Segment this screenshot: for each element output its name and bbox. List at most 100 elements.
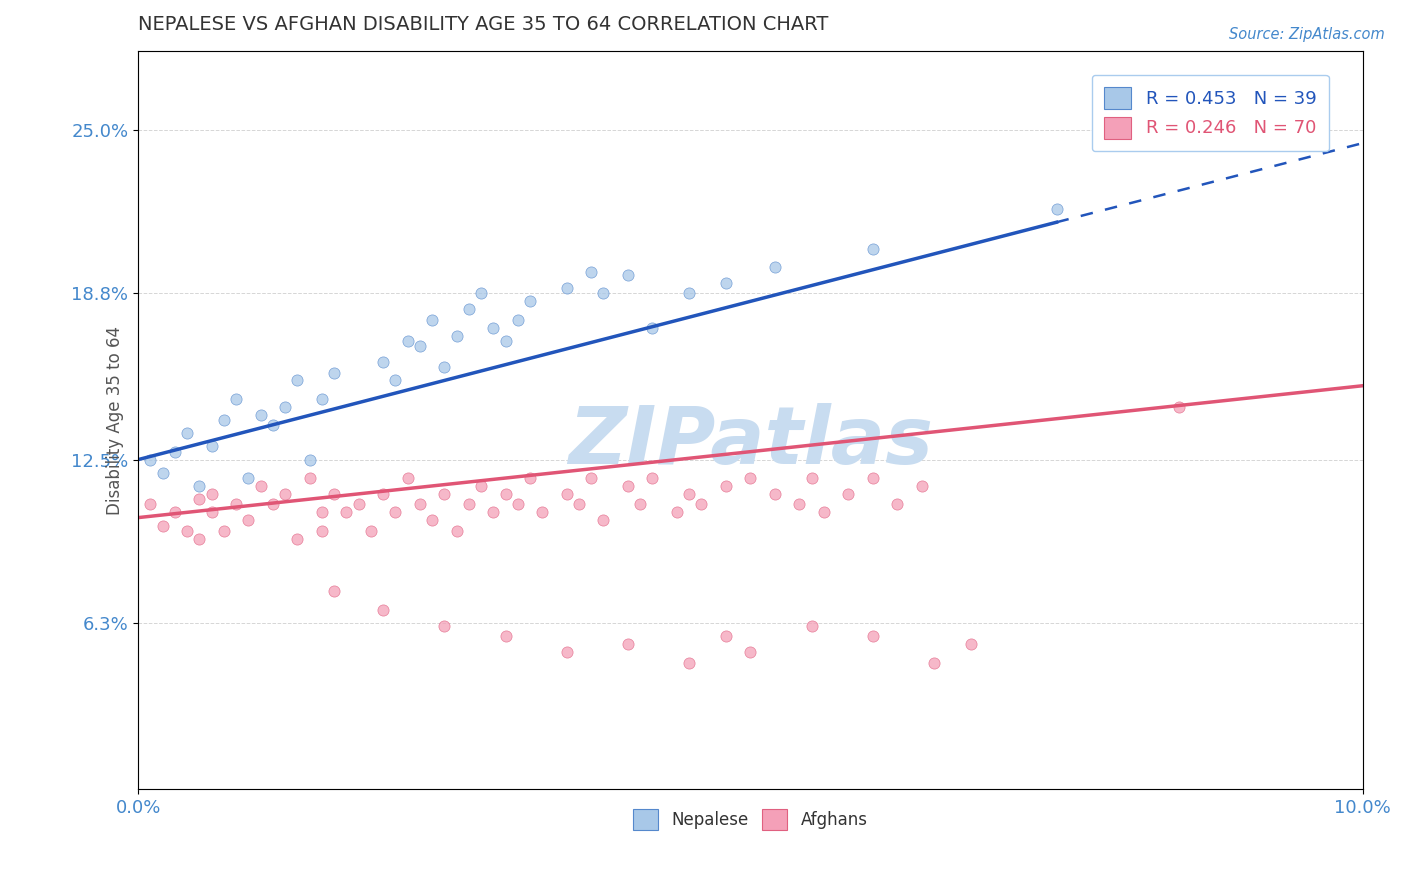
Point <box>763 260 786 274</box>
Point <box>470 286 492 301</box>
Point <box>555 645 578 659</box>
Point <box>495 487 517 501</box>
Point <box>335 505 357 519</box>
Point <box>433 360 456 375</box>
Point <box>959 637 981 651</box>
Point <box>139 497 162 511</box>
Point <box>420 313 443 327</box>
Point <box>641 471 664 485</box>
Point <box>581 471 603 485</box>
Point <box>740 471 762 485</box>
Point <box>396 471 419 485</box>
Point <box>911 479 934 493</box>
Point <box>457 497 479 511</box>
Point <box>188 492 211 507</box>
Point <box>555 281 578 295</box>
Point <box>568 497 591 511</box>
Point <box>262 497 284 511</box>
Point <box>800 471 823 485</box>
Point <box>922 656 945 670</box>
Point <box>274 487 297 501</box>
Point <box>201 439 224 453</box>
Point <box>323 366 346 380</box>
Point <box>287 532 309 546</box>
Point <box>188 479 211 493</box>
Point <box>886 497 908 511</box>
Point <box>188 532 211 546</box>
Point <box>433 487 456 501</box>
Point <box>311 524 333 538</box>
Point <box>298 452 321 467</box>
Point <box>446 524 468 538</box>
Point <box>690 497 713 511</box>
Point <box>163 505 186 519</box>
Point <box>813 505 835 519</box>
Point <box>714 479 737 493</box>
Point <box>409 339 432 353</box>
Point <box>581 265 603 279</box>
Point <box>862 242 884 256</box>
Point <box>238 471 260 485</box>
Point <box>371 603 394 617</box>
Point <box>592 513 614 527</box>
Point <box>617 268 640 282</box>
Point <box>274 400 297 414</box>
Point <box>628 497 651 511</box>
Point <box>470 479 492 493</box>
Point <box>665 505 688 519</box>
Point <box>409 497 432 511</box>
Point <box>347 497 370 511</box>
Point <box>311 392 333 406</box>
Point <box>384 374 406 388</box>
Point <box>1045 202 1067 216</box>
Point <box>789 497 811 511</box>
Point <box>384 505 406 519</box>
Point <box>1168 400 1191 414</box>
Point <box>323 584 346 599</box>
Text: NEPALESE VS AFGHAN DISABILITY AGE 35 TO 64 CORRELATION CHART: NEPALESE VS AFGHAN DISABILITY AGE 35 TO … <box>138 15 828 34</box>
Point <box>201 505 224 519</box>
Point <box>641 320 664 334</box>
Point <box>212 413 235 427</box>
Point <box>311 505 333 519</box>
Point <box>446 328 468 343</box>
Point <box>519 471 541 485</box>
Text: ZIPatlas: ZIPatlas <box>568 403 934 481</box>
Point <box>531 505 554 519</box>
Point <box>163 444 186 458</box>
Point <box>371 487 394 501</box>
Point <box>482 505 505 519</box>
Point <box>323 487 346 501</box>
Point <box>506 313 529 327</box>
Point <box>249 408 271 422</box>
Y-axis label: Disability Age 35 to 64: Disability Age 35 to 64 <box>107 326 124 515</box>
Point <box>176 524 198 538</box>
Point <box>152 518 174 533</box>
Point <box>740 645 762 659</box>
Point <box>617 479 640 493</box>
Point <box>371 355 394 369</box>
Point <box>298 471 321 485</box>
Point <box>617 637 640 651</box>
Point <box>420 513 443 527</box>
Point <box>519 294 541 309</box>
Point <box>678 656 700 670</box>
Point <box>212 524 235 538</box>
Point <box>176 426 198 441</box>
Point <box>360 524 382 538</box>
Point <box>714 276 737 290</box>
Legend: Nepalese, Afghans: Nepalese, Afghans <box>627 803 875 837</box>
Point <box>555 487 578 501</box>
Point <box>287 374 309 388</box>
Point <box>506 497 529 511</box>
Point <box>678 487 700 501</box>
Point <box>152 466 174 480</box>
Point <box>714 629 737 643</box>
Point <box>678 286 700 301</box>
Point <box>238 513 260 527</box>
Point <box>457 302 479 317</box>
Point <box>225 497 247 511</box>
Text: Source: ZipAtlas.com: Source: ZipAtlas.com <box>1229 27 1385 42</box>
Point <box>249 479 271 493</box>
Point <box>592 286 614 301</box>
